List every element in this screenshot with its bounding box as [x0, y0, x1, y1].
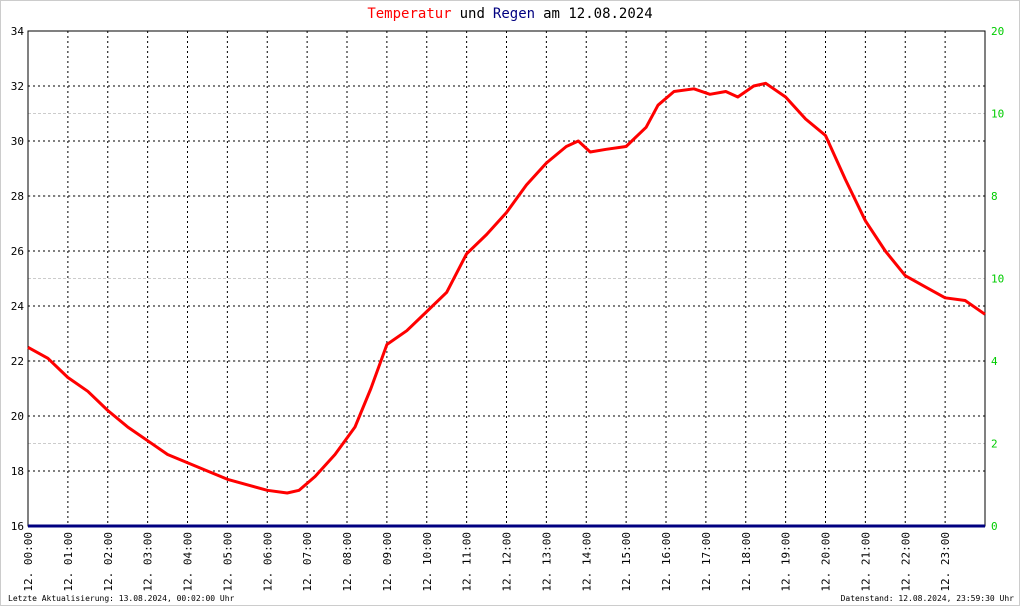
footer-left: Letzte Aktualisierung: 13.08.2024, 00:02… — [8, 594, 235, 603]
y-tick-label: 22 — [11, 355, 24, 368]
x-tick-label: 12. 23:00 — [939, 532, 952, 592]
x-tick-label: 12. 00:00 — [22, 532, 35, 592]
y-tick-label: 28 — [11, 190, 24, 203]
y-tick-label: 34 — [11, 25, 25, 38]
x-tick-label: 12. 08:00 — [341, 532, 354, 592]
x-tick-label: 12. 16:00 — [660, 532, 673, 592]
x-tick-label: 12. 18:00 — [740, 532, 753, 592]
x-tick-label: 12. 14:00 — [580, 532, 593, 592]
x-tick-label: 12. 11:00 — [461, 532, 474, 592]
x-tick-label: 12. 21:00 — [859, 532, 872, 592]
y-tick-label: 18 — [11, 465, 24, 478]
y2-tick-label: 20 — [991, 25, 1004, 38]
x-tick-label: 12. 15:00 — [620, 532, 633, 592]
chart-title: Temperatur und Regen am 12.08.2024 — [367, 6, 652, 22]
y-tick-label: 16 — [11, 520, 24, 533]
x-tick-label: 12. 19:00 — [780, 532, 793, 592]
x-tick-label: 12. 10:00 — [421, 532, 434, 592]
y-tick-label: 32 — [11, 80, 24, 93]
series-line — [27, 81, 986, 495]
y2-tick-label: 2 — [991, 438, 998, 451]
x-tick-label: 12. 20:00 — [820, 532, 833, 592]
x-tick-label: 12. 05:00 — [221, 532, 234, 592]
title-part: Regen — [493, 6, 535, 22]
y-tick-label: 24 — [11, 300, 25, 313]
x-tick-label: 12. 02:00 — [102, 532, 115, 592]
y2-tick-label: 0 — [991, 520, 998, 533]
title-part: am 12.08.2024 — [543, 6, 653, 22]
x-tick-label: 12. 12:00 — [501, 532, 514, 592]
x-tick-label: 12. 17:00 — [700, 532, 713, 592]
title-part: und — [460, 6, 485, 22]
x-tick-label: 12. 04:00 — [182, 532, 195, 592]
title-part: Temperatur — [367, 6, 451, 22]
x-tick-label: 12. 01:00 — [62, 532, 75, 592]
x-tick-label: 12. 22:00 — [899, 532, 912, 592]
x-tick-label: 12. 07:00 — [301, 532, 314, 592]
x-tick-label: 12. 13:00 — [540, 532, 553, 592]
x-tick-label: 12. 03:00 — [142, 532, 155, 592]
footer-right: Datenstand: 12.08.2024, 23:59:30 Uhr — [841, 594, 1015, 603]
y2-tick-label: 10 — [991, 108, 1004, 121]
y2-tick-label: 10 — [991, 273, 1004, 286]
y2-tick-label: 4 — [991, 355, 998, 368]
y2-tick-label: 8 — [991, 190, 998, 203]
x-tick-label: 12. 09:00 — [381, 532, 394, 592]
y-tick-label: 30 — [11, 135, 24, 148]
x-tick-label: 12. 06:00 — [261, 532, 274, 592]
y-tick-label: 20 — [11, 410, 24, 423]
y-tick-label: 26 — [11, 245, 24, 258]
